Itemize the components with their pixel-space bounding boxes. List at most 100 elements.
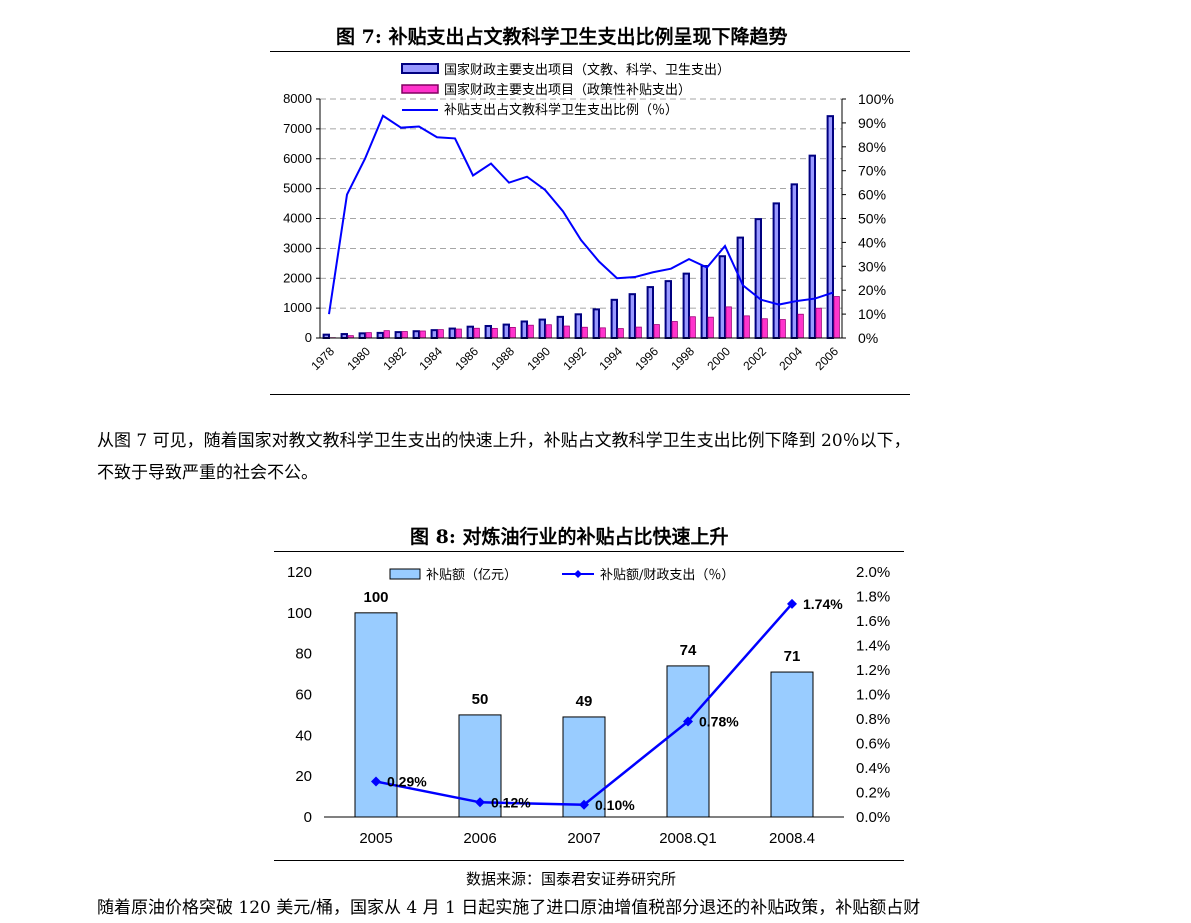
legend-label-subsidy-spending: 国家财政主要支出项目（政策性补贴支出） xyxy=(444,82,691,98)
x-axis-tick-label: 2000 xyxy=(704,344,733,373)
x-axis-tick-label: 2008.4 xyxy=(769,830,815,847)
bar-education-spending xyxy=(702,266,707,338)
line-data-label: 0.29% xyxy=(387,773,427,789)
x-axis-tick-label: 2006 xyxy=(463,830,496,847)
x-axis-tick-label: 1982 xyxy=(380,344,409,373)
bar-education-spending xyxy=(522,321,527,338)
bar-education-spending xyxy=(324,335,329,338)
left-axis-tick-label: 0 xyxy=(305,330,312,345)
bar-subsidy-spending xyxy=(528,325,533,338)
bar-subsidy-spending xyxy=(600,328,605,338)
bar-education-spending xyxy=(558,317,563,338)
legend-swatch-subsidy-ratio-marker xyxy=(574,570,582,578)
chart8-legend: 补贴额（亿元） 补贴额/财政支出（％） xyxy=(390,568,734,583)
x-axis-tick-label: 1992 xyxy=(560,344,589,373)
bar-subsidy-spending xyxy=(402,332,407,338)
bar-education-spending xyxy=(828,116,833,338)
paragraph-line-1: 从图 7 可见，随着国家对教文教科学卫生支出的快速上升，补贴占文教科学卫生支出比… xyxy=(97,426,911,456)
right-axis-tick-label: 2.0% xyxy=(856,564,890,581)
paragraph2-line-1: 随着原油价格突破 120 美元/桶，国家从 4 月 1 日起实施了进口原油增值税… xyxy=(97,893,920,923)
right-axis-tick-label: 1.4% xyxy=(856,638,890,655)
right-axis-tick-label: 0% xyxy=(858,330,878,346)
bar-subsidy-amount xyxy=(667,666,709,817)
line-data-label: 1.74% xyxy=(803,596,843,612)
bar-education-spending xyxy=(360,333,365,338)
right-axis-tick-label: 1.2% xyxy=(856,662,890,679)
left-axis-tick-label: 120 xyxy=(287,564,312,581)
left-axis-tick-label: 4000 xyxy=(283,211,312,226)
right-axis-tick-label: 70% xyxy=(858,163,886,179)
bar-subsidy-spending xyxy=(510,327,515,338)
x-axis-tick-label: 1998 xyxy=(668,344,697,373)
bar-education-spending xyxy=(450,329,455,338)
x-axis-tick-label: 2002 xyxy=(740,344,769,373)
bar-subsidy-spending xyxy=(744,316,749,338)
left-axis-tick-label: 1000 xyxy=(283,300,312,315)
legend-label-subsidy-ratio: 补贴额/财政支出（％） xyxy=(600,568,734,583)
bar-subsidy-spending xyxy=(798,314,803,338)
x-axis-tick-label: 1980 xyxy=(344,344,373,373)
left-axis-tick-label: 100 xyxy=(287,605,312,622)
bar-education-spending xyxy=(594,309,599,338)
bar-subsidy-spending xyxy=(708,317,713,338)
bar-subsidy-spending xyxy=(438,330,443,338)
left-axis-tick-label: 3000 xyxy=(283,240,312,255)
line-data-label: 0.78% xyxy=(699,713,739,729)
bar-education-spending xyxy=(342,334,347,338)
bar-subsidy-spending xyxy=(834,297,839,338)
right-axis-tick-label: 20% xyxy=(858,282,886,298)
bar-data-label: 100 xyxy=(363,589,388,606)
data-source-note: 数据来源：国泰君安证券研究所 xyxy=(466,868,676,889)
bar-subsidy-spending xyxy=(636,327,641,338)
right-axis-tick-label: 90% xyxy=(858,115,886,131)
legend-label-ratio: 补贴支出占文教科学卫生支出比例（％） xyxy=(444,102,678,118)
x-axis-tick-label: 2008.Q1 xyxy=(659,830,717,847)
legend-label-education-spending: 国家财政主要支出项目（文教、科学、卫生支出） xyxy=(444,62,730,78)
bar-education-spending xyxy=(666,281,671,338)
bar-subsidy-spending xyxy=(582,327,587,338)
paragraph-line-2: 不致于导致严重的社会不公。 xyxy=(97,458,318,488)
line-data-label: 0.12% xyxy=(491,794,531,810)
bar-subsidy-spending xyxy=(492,328,497,338)
x-axis-tick-label: 1990 xyxy=(524,344,553,373)
bar-education-spending xyxy=(810,156,815,338)
figure8-bottom-rule xyxy=(274,860,904,861)
x-axis-tick-label: 1986 xyxy=(452,344,481,373)
bar-education-spending xyxy=(738,238,743,338)
right-axis-tick-label: 0.6% xyxy=(856,736,890,753)
right-axis-tick-label: 100% xyxy=(858,91,894,107)
legend-swatch-subsidy-spending xyxy=(402,85,438,93)
figure8-title: 图 8: 对炼油行业的补贴占比快速上升 xyxy=(410,522,728,549)
bar-subsidy-spending xyxy=(618,329,623,338)
left-axis-tick-label: 40 xyxy=(295,727,312,744)
x-axis-tick-label: 2006 xyxy=(812,344,841,373)
bar-data-label: 74 xyxy=(680,642,697,659)
x-axis-tick-label: 1988 xyxy=(488,344,517,373)
left-axis-tick-label: 80 xyxy=(295,646,312,663)
line-data-label: 0.10% xyxy=(595,797,635,813)
bar-education-spending xyxy=(504,325,509,338)
left-axis-tick-label: 7000 xyxy=(283,121,312,136)
bar-data-label: 50 xyxy=(472,691,489,708)
figure7-title: 图 7: 补贴支出占文教科学卫生支出比例呈现下降趋势 xyxy=(336,22,787,49)
right-axis-tick-label: 1.6% xyxy=(856,613,890,630)
bar-education-spending xyxy=(576,314,581,338)
bar-education-spending xyxy=(540,320,545,338)
left-axis-tick-label: 20 xyxy=(295,768,312,785)
bar-subsidy-spending xyxy=(654,325,659,338)
bar-subsidy-spending xyxy=(366,333,371,338)
bar-data-label: 49 xyxy=(576,693,593,710)
bar-education-spending xyxy=(396,332,401,338)
right-axis-tick-label: 1.8% xyxy=(856,589,890,606)
right-axis-tick-label: 10% xyxy=(858,306,886,322)
bar-education-spending xyxy=(774,203,779,338)
bar-education-spending xyxy=(720,256,725,338)
left-axis-tick-label: 2000 xyxy=(283,270,312,285)
bar-subsidy-spending xyxy=(546,325,551,338)
left-axis-tick-label: 5000 xyxy=(283,181,312,196)
chart7-bars xyxy=(324,116,840,338)
x-axis-tick-label: 2005 xyxy=(359,830,392,847)
right-axis-tick-label: 0.0% xyxy=(856,809,890,826)
x-axis-tick-label: 1984 xyxy=(416,344,445,373)
